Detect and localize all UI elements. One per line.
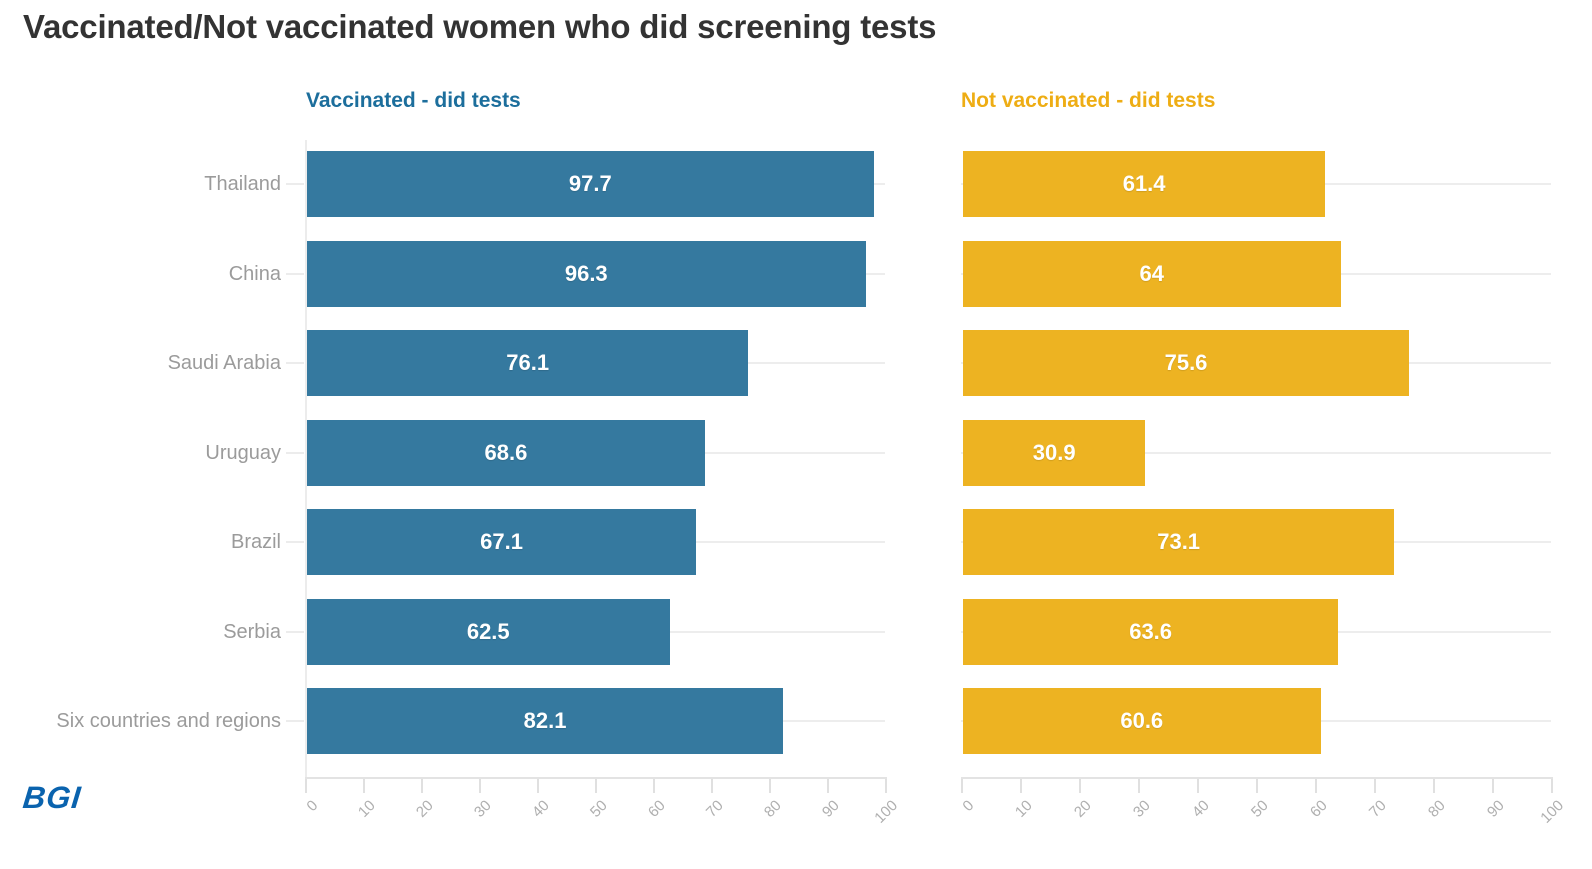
x-axis-tick	[537, 779, 539, 793]
bar-value-label: 30.9	[1032, 439, 1076, 465]
x-axis-tick	[827, 779, 829, 793]
bar: 82.1	[307, 688, 784, 754]
bar-value-label: 82.1	[523, 708, 567, 733]
category-label: Six countries and regions	[56, 710, 281, 732]
bar: 60.6	[963, 688, 1321, 754]
bar: 73.1	[963, 509, 1395, 575]
bar-value-label: 64	[1139, 260, 1165, 286]
bar-value-label: 97.7	[568, 171, 612, 196]
x-axis-tick	[1256, 779, 1258, 793]
bar: 76.1	[307, 330, 749, 396]
x-axis-tick	[1433, 779, 1435, 793]
x-axis-line	[305, 777, 887, 779]
category-gridline-stub	[286, 183, 304, 185]
bar: 61.4	[963, 151, 1326, 217]
category-label: Thailand	[204, 173, 281, 195]
bar: 68.6	[307, 419, 705, 486]
x-axis-tick	[305, 779, 307, 793]
x-axis-tick	[961, 779, 963, 793]
x-axis-tick	[421, 779, 423, 793]
category-gridline-stub	[286, 541, 304, 543]
bar-value-label: 60.6	[1120, 708, 1164, 733]
bar-value-label: 61.4	[1122, 171, 1166, 196]
x-axis-tick	[1138, 779, 1140, 793]
x-axis-tick	[1197, 779, 1199, 793]
bar-value-label: 67.1	[480, 529, 523, 554]
x-axis-tick	[1551, 779, 1553, 793]
category-label: Uruguay	[205, 441, 281, 464]
x-axis-tick	[479, 779, 481, 793]
x-axis-tick	[1374, 779, 1376, 793]
bar: 97.7	[307, 151, 874, 217]
x-axis-tick	[1315, 779, 1317, 793]
x-axis-tick	[769, 779, 771, 793]
category-gridline-stub	[286, 630, 304, 633]
bar-value-label: 75.6	[1164, 350, 1208, 375]
x-axis-tick	[363, 779, 365, 793]
category-gridline-stub	[286, 451, 304, 454]
category-label: Serbia	[223, 620, 281, 643]
category-gridline-stub	[286, 362, 304, 364]
x-axis-tick	[653, 779, 655, 793]
series-title-not-vaccinated: Not vaccinated - did tests	[961, 89, 1216, 112]
series-title-vaccinated: Vaccinated - did tests	[306, 89, 521, 112]
row-gridline	[961, 451, 1551, 454]
bar: 67.1	[307, 509, 697, 575]
bar-value-label: 68.6	[484, 439, 528, 465]
x-axis-tick	[885, 779, 887, 793]
bar-value-label: 76.1	[506, 350, 550, 375]
x-axis-tick	[1492, 779, 1494, 793]
x-axis-tick	[711, 779, 713, 793]
chart-title: Vaccinated/Not vaccinated women who did …	[23, 8, 937, 45]
bar: 62.5	[307, 598, 670, 665]
bar: 75.6	[963, 330, 1410, 396]
x-axis-tick	[595, 779, 597, 793]
bar-value-label: 63.6	[1129, 618, 1173, 644]
bar: 64	[963, 240, 1341, 307]
bar-value-label: 96.3	[564, 260, 608, 286]
x-axis-tick	[1079, 779, 1081, 793]
bar-value-label: 73.1	[1157, 529, 1201, 554]
y-axis-line	[305, 140, 307, 777]
category-gridline-stub	[286, 272, 304, 275]
x-axis-line	[961, 777, 1553, 779]
bar: 30.9	[963, 419, 1146, 486]
bgi-logo: BGI	[21, 780, 84, 815]
category-label: Brazil	[230, 531, 281, 553]
category-label: Saudi Arabia	[167, 352, 281, 374]
bar: 63.6	[963, 598, 1339, 665]
category-label: China	[228, 262, 281, 285]
bar: 96.3	[307, 240, 866, 307]
category-gridline-stub	[286, 720, 304, 722]
x-axis-tick	[1020, 779, 1022, 793]
bar-value-label: 62.5	[466, 618, 510, 644]
